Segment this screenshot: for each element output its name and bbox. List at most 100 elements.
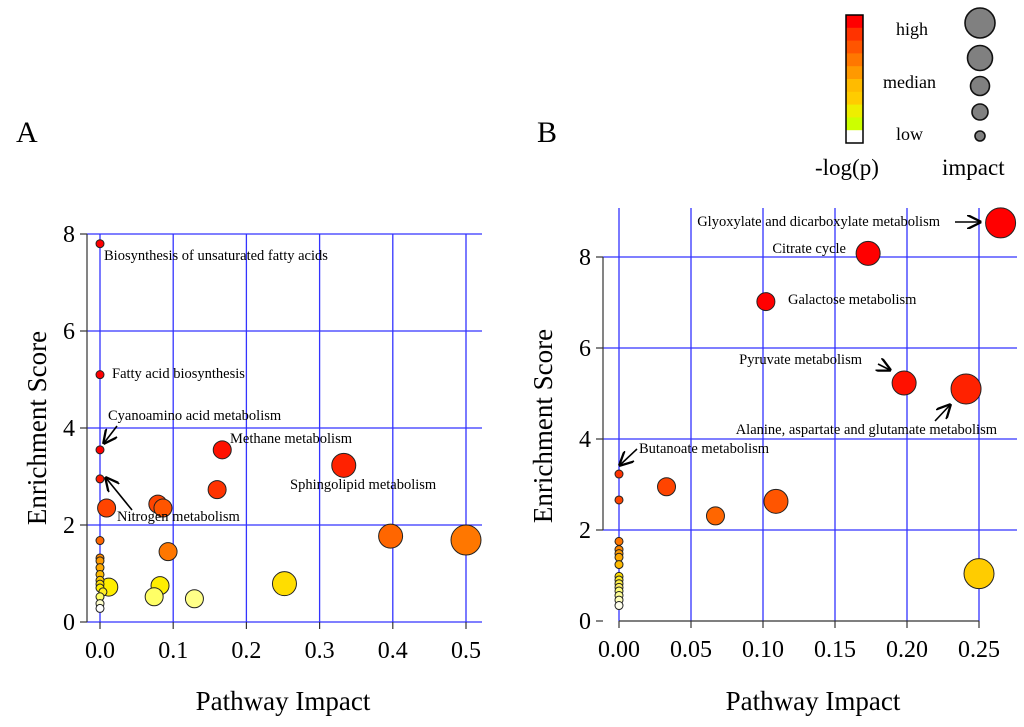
data-point xyxy=(963,558,995,590)
panel-b-x-axis-title: Pathway Impact xyxy=(726,686,901,716)
legend-color-title: -log(p) xyxy=(815,155,879,180)
x-tick-label: 0.2 xyxy=(231,638,261,664)
size-legend-circles xyxy=(964,7,996,142)
panel-a-annotations: Biosynthesis of unsaturated fatty acids F… xyxy=(104,248,437,525)
x-tick-label: 0.10 xyxy=(742,637,784,663)
data-point xyxy=(95,445,105,455)
annotation-label: Fatty acid biosynthesis xyxy=(112,366,245,382)
annotation-label: Sphingolipid metabolism xyxy=(290,477,437,493)
size-legend-circle xyxy=(969,75,991,97)
x-tick-label: 0.5 xyxy=(451,638,481,664)
panel-b-y-axis-title: Enrichment Score xyxy=(528,329,558,523)
data-point xyxy=(614,495,624,505)
data-point xyxy=(614,536,624,546)
annotation-label: Citrate cycle xyxy=(772,241,846,257)
panel-b-annotations: Glyoxylate and dicarboxylate metabolism C… xyxy=(620,214,998,465)
panel-b-chart: 0 2 4 6 8 0.00 0.05 0.10 0.15 0.20 0.25 Glyoxylate… xyxy=(528,207,1017,716)
annotation-arrow xyxy=(934,405,950,422)
panel-b-axes xyxy=(602,257,979,622)
panel-b-points xyxy=(614,207,1017,611)
y-tick-label: 0 xyxy=(63,610,75,636)
data-point xyxy=(144,587,164,607)
panel-b-ticks: 0 2 4 6 8 0.00 0.05 0.10 0.15 0.20 0.25 xyxy=(579,245,1000,663)
data-point xyxy=(614,560,624,570)
panel-a-x-axis-title: Pathway Impact xyxy=(196,686,371,716)
color-scale-step xyxy=(846,15,863,29)
panel-a-letter: A xyxy=(16,116,38,149)
annotation-label: Pyruvate metabolism xyxy=(739,352,863,368)
annotation-label: Galactose metabolism xyxy=(788,292,917,308)
data-point xyxy=(378,523,404,549)
x-tick-label: 0.4 xyxy=(378,638,408,664)
annotation-arrow xyxy=(104,425,118,443)
color-scale-step xyxy=(846,27,863,42)
data-point xyxy=(705,506,725,526)
annotation-arrow xyxy=(620,448,638,465)
panel-b-letter: B xyxy=(537,116,557,149)
x-tick-label: 0.20 xyxy=(886,637,928,663)
color-scale-step xyxy=(846,117,863,131)
y-tick-label: 4 xyxy=(63,416,75,442)
data-point xyxy=(950,373,982,405)
annotation-label: Alanine, aspartate and glutamate metabol… xyxy=(736,422,998,438)
data-point xyxy=(158,542,178,562)
annotation-label: Methane metabolism xyxy=(230,431,353,447)
x-tick-label: 0.05 xyxy=(670,637,712,663)
annotation-arrow xyxy=(878,364,890,370)
y-tick-label: 4 xyxy=(579,427,591,453)
y-tick-label: 8 xyxy=(63,222,75,248)
y-tick-label: 6 xyxy=(63,319,75,345)
size-legend-circle xyxy=(971,103,989,121)
data-point xyxy=(95,239,105,249)
annotation-label: Glyoxylate and dicarboxylate metabolism xyxy=(697,214,941,230)
color-scale-step xyxy=(846,53,863,67)
color-scale-bar xyxy=(846,15,863,144)
data-point xyxy=(756,292,776,312)
legend-level-high: high xyxy=(896,19,928,39)
panel-a-ticks: 0 2 4 6 8 0.0 0.1 0.2 0.3 0.4 0.5 xyxy=(63,222,481,664)
x-tick-label: 0.15 xyxy=(814,637,856,663)
data-point xyxy=(97,498,117,518)
data-point xyxy=(212,440,232,460)
legend-size-title: impact xyxy=(942,155,1005,180)
data-point xyxy=(95,603,105,613)
data-point xyxy=(450,524,482,556)
y-tick-label: 2 xyxy=(579,518,591,544)
color-scale-step xyxy=(846,91,863,106)
legend-level-median: median xyxy=(883,72,936,92)
y-tick-label: 8 xyxy=(579,245,591,271)
data-point xyxy=(271,571,297,597)
size-legend-circle xyxy=(964,7,996,39)
panel-a-chart: 0 2 4 6 8 0.0 0.1 0.2 0.3 0.4 0.5 Biosynthesis of … xyxy=(22,222,482,716)
data-point xyxy=(614,601,624,611)
data-point xyxy=(657,477,677,497)
data-point xyxy=(614,469,624,479)
data-point xyxy=(95,536,105,546)
data-point xyxy=(985,207,1017,239)
size-legend-circle xyxy=(966,44,994,72)
annotation-label: Butanoate metabolism xyxy=(639,441,770,457)
legend-level-low: low xyxy=(896,124,923,144)
color-scale-step xyxy=(846,66,863,80)
legend: high median low -log(p) impact xyxy=(815,7,1005,180)
annotation-label: Cyanoamino acid metabolism xyxy=(108,408,282,424)
x-tick-label: 0.3 xyxy=(305,638,335,664)
panel-a-y-axis-title: Enrichment Score xyxy=(22,331,52,525)
color-scale-step xyxy=(846,40,863,54)
annotation-label: Nitrogen metabolism xyxy=(117,509,241,525)
data-point xyxy=(95,474,105,484)
data-point xyxy=(891,370,917,396)
y-tick-label: 2 xyxy=(63,513,75,539)
y-tick-label: 6 xyxy=(579,336,591,362)
annotation-arrow xyxy=(106,478,133,511)
data-point xyxy=(153,498,173,518)
color-scale-step xyxy=(846,130,863,144)
data-point xyxy=(331,452,357,478)
data-point xyxy=(95,370,105,380)
data-point xyxy=(855,240,881,266)
x-tick-label: 0.0 xyxy=(85,638,115,664)
annotation-label: Biosynthesis of unsaturated fatty acids xyxy=(104,248,328,264)
color-scale-border xyxy=(845,14,864,144)
color-scale-step xyxy=(846,104,863,118)
